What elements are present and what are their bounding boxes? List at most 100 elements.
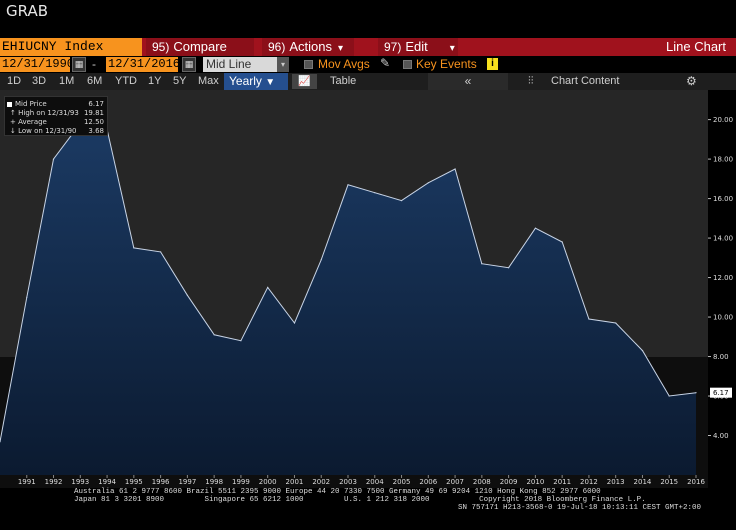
legend-swatch <box>7 102 12 107</box>
gear-icon[interactable]: ⚙ <box>686 74 697 88</box>
data-point-1990 <box>0 441 1 443</box>
x-tick-label: 2015 <box>660 478 678 486</box>
x-tick-label: 2013 <box>607 478 625 486</box>
legend-value: 12.50 <box>83 118 104 126</box>
key-events-label[interactable]: Key Events <box>416 57 477 71</box>
x-axis-ticks: 1991 1992 1993 1994 1995 1996 1997 1998 1999 2000… <box>18 475 705 486</box>
command-bar: EHIUCNY Index 95) Compare 96) Actions ▾ 97)… <box>0 38 736 56</box>
x-tick-label: 1991 <box>18 478 36 486</box>
x-tick-label: 2012 <box>580 478 598 486</box>
legend-label: High on 12/31/93 <box>18 109 79 117</box>
chart-type-label[interactable]: Line Chart <box>666 39 726 54</box>
data-point-2008 <box>481 263 483 265</box>
range-ytd[interactable]: YTD <box>115 75 137 87</box>
end-date-input[interactable]: 12/31/2016 <box>106 57 181 72</box>
x-tick-label: 2005 <box>393 478 411 486</box>
x-tick-label: 2006 <box>419 478 437 486</box>
pencil-icon[interactable]: ✎ <box>380 56 391 70</box>
x-tick-label: 1999 <box>232 478 250 486</box>
data-point-2015 <box>668 395 670 397</box>
frequency-select[interactable]: Yearly ▼ <box>224 73 288 90</box>
actions-label: Actions <box>289 39 332 54</box>
range-1d[interactable]: 1D <box>7 75 22 87</box>
range-bar: 1D 3D 1M 6M YTD 1Y 5Y Max Yearly ▼ 📈 Tab… <box>0 73 736 90</box>
x-tick-label: 2007 <box>446 478 464 486</box>
mov-avgs-checkbox[interactable] <box>304 60 313 69</box>
range-1m[interactable]: 1M <box>59 75 75 87</box>
line-type-select[interactable]: Mid Line <box>203 57 277 72</box>
range-3d[interactable]: 3D <box>32 75 47 87</box>
calendar-icon[interactable]: ▦ <box>182 57 196 72</box>
chart-content-button[interactable]: Chart Content <box>551 75 620 87</box>
date-separator: - <box>92 57 96 71</box>
legend-label: Mid Price <box>15 100 47 108</box>
legend-value: 19.81 <box>83 109 104 117</box>
data-point-2014 <box>641 350 644 352</box>
chart-table-toggle-icon[interactable]: 📈 <box>292 74 317 89</box>
x-tick-label: 2016 <box>687 478 705 486</box>
range-5y[interactable]: 5Y <box>173 75 187 87</box>
actions-menu-button[interactable]: 96) Actions ▾ <box>262 38 354 56</box>
chart-legend[interactable]: Mid Price 6.17 ↑ High on 12/31/93 19.81 … <box>4 96 108 136</box>
legend-row-high: ↑ High on 12/31/93 19.81 <box>10 109 106 118</box>
x-tick-label: 2003 <box>339 478 357 486</box>
range-1y[interactable]: 1Y <box>148 75 162 87</box>
x-tick-label: 2008 <box>473 478 491 486</box>
x-tick-label: 1994 <box>98 478 116 486</box>
x-tick-label: 2010 <box>526 478 544 486</box>
x-tick-label: 2002 <box>312 478 330 486</box>
dropdown-arrow-icon[interactable]: ▾ <box>277 57 289 72</box>
legend-row-mid: Mid Price 6.17 <box>7 100 106 109</box>
x-tick-label: 2009 <box>500 478 518 486</box>
data-point-2003 <box>347 184 349 186</box>
chart-area[interactable]: 4.006.008.0010.0012.0014.0016.0018.0020.… <box>0 90 736 488</box>
ticker-field[interactable]: EHIUCNY Index <box>0 38 142 56</box>
range-6m[interactable]: 6M <box>87 75 103 87</box>
data-point-1998 <box>213 334 215 336</box>
start-date-input[interactable]: 12/31/1990 <box>0 57 75 72</box>
x-tick-label: 2014 <box>634 478 652 486</box>
calendar-icon[interactable]: ▦ <box>72 57 86 72</box>
mov-avgs-label[interactable]: Mov Avgs <box>318 57 370 71</box>
last-value-box <box>710 387 732 398</box>
last-value-text: 6.17 <box>713 389 729 397</box>
y-tick-label: 8.00 <box>713 353 729 361</box>
x-tick-label: 1993 <box>71 478 89 486</box>
legend-value: 6.17 <box>88 100 104 108</box>
x-tick-label: 1997 <box>178 478 196 486</box>
window-title-bar: GRAB <box>0 0 736 38</box>
area-chart[interactable]: 4.006.008.0010.0012.0014.0016.0018.0020.… <box>0 90 736 488</box>
x-tick-label: 2000 <box>259 478 277 486</box>
data-point-2002 <box>320 259 322 261</box>
edit-label: Edit <box>405 39 428 54</box>
footer-serial: SN 757171 H213-3568-0 19-Jul-18 10:13:11… <box>458 504 702 512</box>
data-point-1999 <box>240 340 242 342</box>
edit-menu-button[interactable]: 97) Edit ▾ <box>378 38 458 56</box>
x-tick-label: 1995 <box>125 478 143 486</box>
table-button[interactable]: Table <box>330 75 357 87</box>
data-point-2009 <box>508 267 510 269</box>
data-point-2005 <box>400 200 403 202</box>
down-arrow-icon: ↓ <box>10 127 16 135</box>
chart-content-icon[interactable]: ⫶⫶ <box>528 75 534 87</box>
caret-down-icon: ▾ <box>449 43 455 54</box>
last-value-label: 6.17 <box>710 387 732 398</box>
x-tick-label: 1996 <box>152 478 170 486</box>
compare-label: Compare <box>173 39 227 54</box>
legend-label: Low on 12/31/90 <box>18 127 77 135</box>
y-tick-label: 4.00 <box>713 432 729 440</box>
legend-value: 3.68 <box>88 127 104 135</box>
data-point-2006 <box>427 182 429 184</box>
range-max[interactable]: Max <box>198 75 219 87</box>
data-point-2013 <box>615 322 617 324</box>
triangle-down-icon: ▼ <box>265 77 276 88</box>
y-tick-label: 12.00 <box>713 274 733 282</box>
caret-down-icon: ▾ <box>337 43 344 54</box>
data-point-1995 <box>133 247 135 249</box>
key-events-checkbox[interactable] <box>403 60 412 69</box>
footer-contacts-2: Japan 81 3 3201 8900 Singapore 65 6212 1… <box>74 496 646 504</box>
collapse-button[interactable]: « <box>428 73 508 90</box>
info-icon[interactable]: i <box>487 58 498 70</box>
compare-button[interactable]: 95) Compare <box>146 38 254 56</box>
y-tick-label: 18.00 <box>713 156 733 164</box>
